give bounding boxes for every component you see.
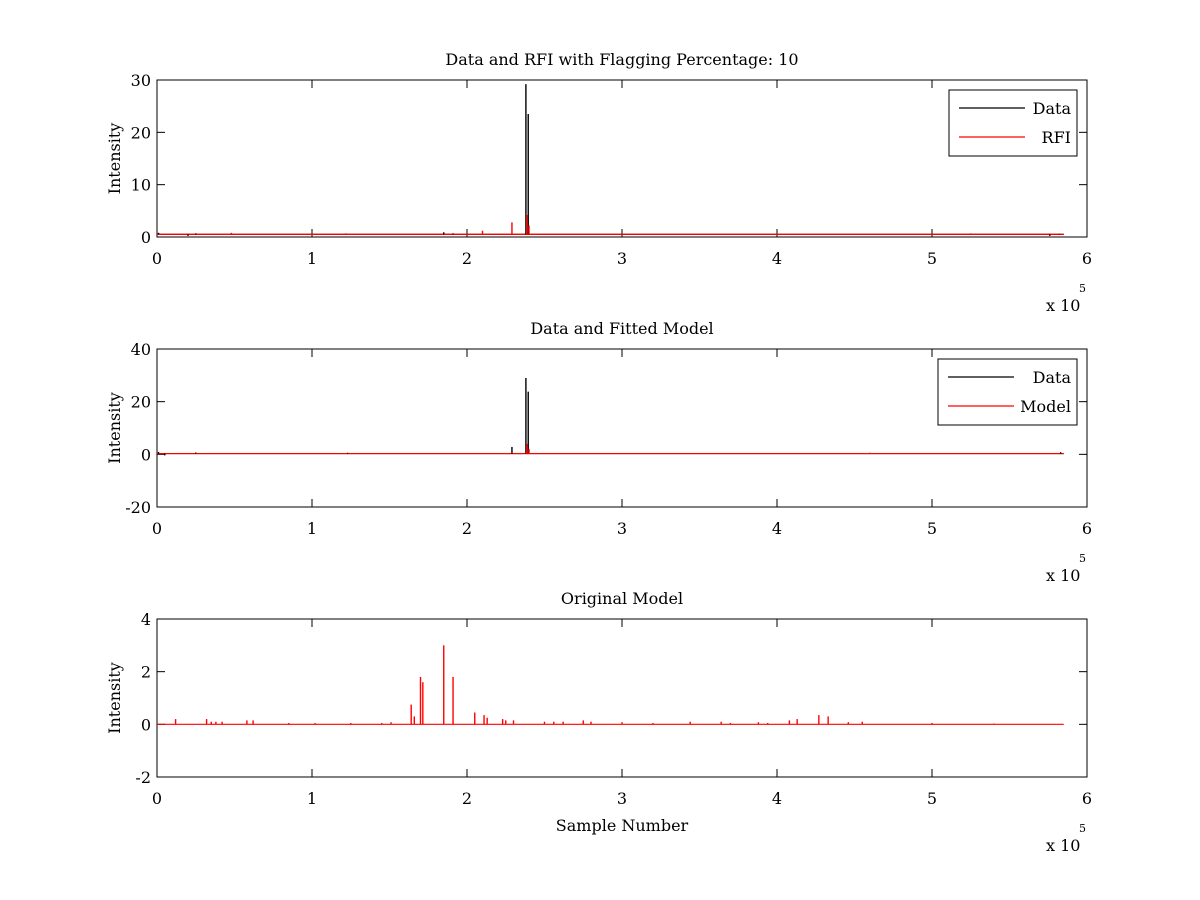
chart-title: Data and Fitted Model xyxy=(530,319,713,338)
legend-entry: Data xyxy=(1033,368,1072,387)
panel-1: Data and RFI with Flagging Percentage: 1… xyxy=(105,50,1092,315)
y-tick-label: 10 xyxy=(131,176,151,195)
series-layer xyxy=(157,84,1064,236)
y-axis-label: Intensity xyxy=(105,392,124,464)
chart-title: Data and RFI with Flagging Percentage: 1… xyxy=(445,50,798,69)
x-tick-label: 6 xyxy=(1082,789,1092,808)
series-model xyxy=(525,443,995,454)
y-tick-label: 30 xyxy=(131,71,151,90)
y-tick-label: 0 xyxy=(141,715,151,734)
x-tick-label: 0 xyxy=(152,249,162,268)
x-tick-label: 3 xyxy=(617,249,627,268)
y-axis-label: Intensity xyxy=(105,123,124,195)
legend: Data Model xyxy=(937,358,1078,426)
x-exponent-label: x 10 xyxy=(1046,836,1080,855)
y-tick-label: 20 xyxy=(131,123,151,142)
x-tick-label: 2 xyxy=(462,519,472,538)
x-tick-label: 2 xyxy=(462,249,472,268)
series-model xyxy=(174,645,995,725)
y-tick-label: 0 xyxy=(141,445,151,464)
plot-area xyxy=(156,79,1088,238)
y-tick-label: -20 xyxy=(125,498,151,517)
x-exponent-power: 5 xyxy=(1079,822,1086,835)
panel-2: Data and Fitted Model Intensity 0 1 2 3 4 5 6 -20… xyxy=(105,319,1092,585)
x-axis-label: Sample Number xyxy=(556,816,689,835)
y-tick-label: 40 xyxy=(131,340,151,359)
plot-area xyxy=(156,618,1088,778)
legend-box xyxy=(937,358,1078,426)
x-tick-label: 0 xyxy=(152,789,162,808)
x-tick-label: 1 xyxy=(307,789,317,808)
x-tick-label: 6 xyxy=(1082,249,1092,268)
x-exponent-power: 5 xyxy=(1079,552,1086,565)
x-tick-label: 4 xyxy=(772,519,782,538)
x-tick-label: 1 xyxy=(307,519,317,538)
x-tick-label: 1 xyxy=(307,249,317,268)
series-data xyxy=(157,377,1062,456)
x-tick-label: 0 xyxy=(152,519,162,538)
y-tick-label: -2 xyxy=(135,768,151,787)
x-tick-label: 5 xyxy=(927,519,937,538)
y-tick-label: 20 xyxy=(131,393,151,412)
legend-entry: RFI xyxy=(1042,128,1071,147)
legend-box xyxy=(948,89,1078,157)
x-tick-label: 5 xyxy=(927,249,937,268)
x-tick-label: 3 xyxy=(617,519,627,538)
series-rfi xyxy=(230,215,972,235)
series-data xyxy=(157,84,1060,236)
legend-entry: Data xyxy=(1033,99,1072,118)
x-tick-label: 4 xyxy=(772,249,782,268)
y-axis-label: Intensity xyxy=(105,662,124,734)
series-layer xyxy=(157,645,1064,725)
x-exponent-label: x 10 xyxy=(1046,566,1080,585)
x-tick-label: 5 xyxy=(927,789,937,808)
y-tick-label: 0 xyxy=(141,228,151,247)
legend: Data RFI xyxy=(948,89,1078,157)
y-tick-label: 2 xyxy=(141,663,151,682)
x-tick-label: 3 xyxy=(617,789,627,808)
panel-3: Original Model Intensity Sample Number 0 1 2 3… xyxy=(105,589,1092,855)
x-tick-label: 4 xyxy=(772,789,782,808)
chart-title: Original Model xyxy=(561,589,683,608)
x-tick-label: 2 xyxy=(462,789,472,808)
y-tick-label: 4 xyxy=(141,610,151,629)
x-exponent-label: x 10 xyxy=(1046,296,1080,315)
legend-entry: Model xyxy=(1020,397,1071,416)
x-tick-label: 6 xyxy=(1082,519,1092,538)
series-layer xyxy=(157,377,1064,456)
x-exponent-power: 5 xyxy=(1079,282,1086,295)
